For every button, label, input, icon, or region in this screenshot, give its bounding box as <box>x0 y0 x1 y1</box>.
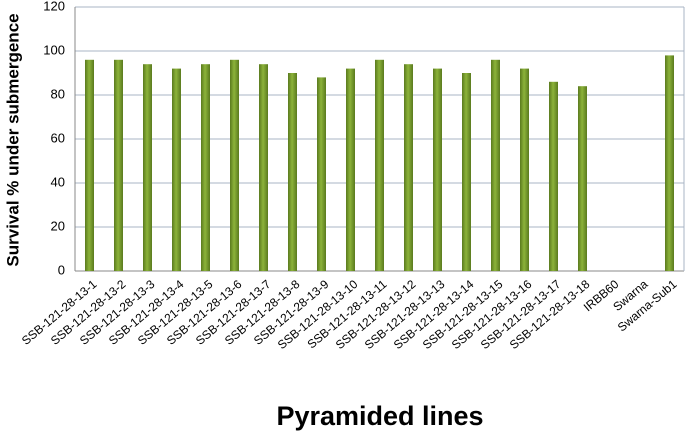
bar <box>114 59 123 271</box>
bar <box>404 64 413 271</box>
bar <box>665 55 674 272</box>
y-tick-label: 100 <box>43 42 65 57</box>
bar <box>230 59 239 271</box>
bar <box>143 64 152 271</box>
bar <box>491 59 500 271</box>
x-axis-title: Pyramided lines <box>276 401 483 431</box>
bar <box>520 68 529 271</box>
bar <box>375 59 384 271</box>
y-tick-label: 40 <box>51 174 65 189</box>
bar <box>172 68 181 271</box>
bar <box>549 81 558 271</box>
bar <box>85 59 94 271</box>
bar <box>433 68 442 271</box>
y-tick-label: 0 <box>58 262 65 277</box>
bar <box>259 64 268 271</box>
bar <box>288 73 297 271</box>
bar <box>578 86 587 271</box>
bar <box>201 64 210 271</box>
y-tick-label: 80 <box>51 86 65 101</box>
bar <box>317 77 326 272</box>
bar <box>346 68 355 271</box>
y-tick-label: 120 <box>43 0 65 13</box>
y-tick-label: 20 <box>51 218 65 233</box>
y-axis-title: Survival % under submergence <box>3 13 22 266</box>
bar <box>462 73 471 271</box>
y-tick-label: 60 <box>51 130 65 145</box>
